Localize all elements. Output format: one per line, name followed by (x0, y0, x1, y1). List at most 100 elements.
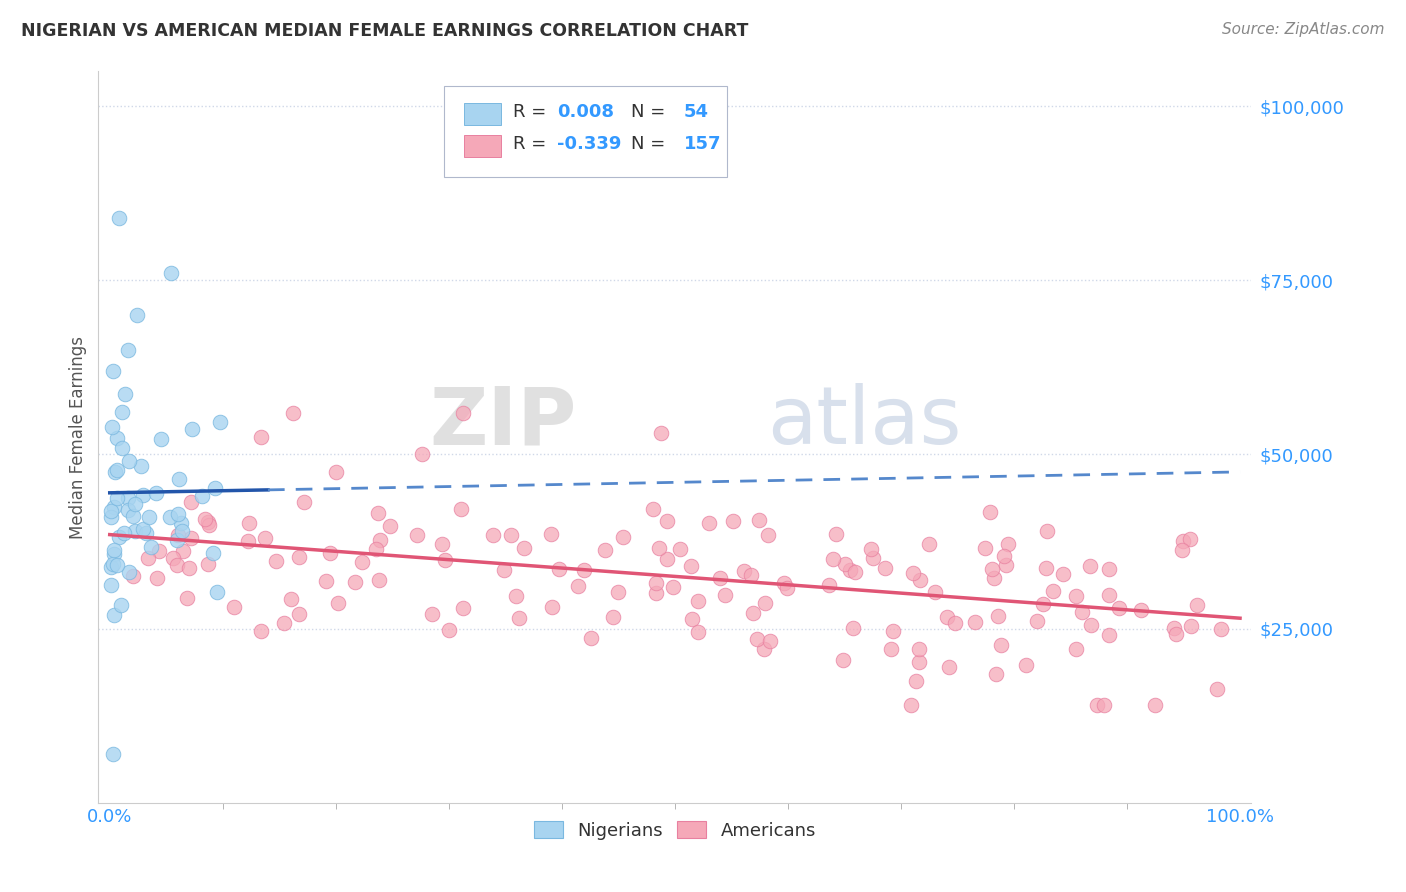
Point (513, 541, 536, 555)
Point (908, 574, 931, 588)
Point (103, 547, 125, 561)
Point (451, 600, 474, 615)
Point (681, 559, 703, 574)
Point (103, 466, 125, 480)
Point (124, 497, 146, 511)
Point (903, 566, 925, 581)
Point (110, 405, 132, 419)
Point (287, 549, 309, 564)
Point (825, 527, 848, 541)
Point (197, 518, 219, 533)
Point (697, 516, 720, 530)
Point (420, 607, 443, 621)
Point (166, 533, 188, 548)
Point (993, 549, 1015, 563)
Point (180, 495, 202, 509)
Point (177, 561, 200, 575)
Point (1042, 583, 1064, 598)
Point (756, 527, 779, 541)
Point (176, 591, 198, 606)
Point (612, 530, 634, 544)
Point (1035, 561, 1057, 575)
Point (207, 585, 229, 599)
Point (1032, 598, 1054, 612)
Point (105, 463, 128, 477)
Point (817, 577, 839, 591)
Point (572, 563, 595, 577)
Point (325, 466, 347, 480)
Point (451, 406, 474, 420)
Point (180, 531, 202, 545)
Point (1026, 614, 1049, 628)
Point (1078, 559, 1101, 574)
Point (117, 503, 139, 517)
Point (160, 266, 183, 280)
Point (283, 406, 305, 420)
Point (1066, 641, 1088, 656)
Point (1178, 533, 1201, 547)
Point (103, 500, 125, 514)
Point (842, 621, 865, 635)
Point (943, 615, 966, 630)
Point (1180, 619, 1202, 633)
Point (101, 419, 124, 434)
Point (411, 447, 433, 461)
Point (108, 530, 131, 544)
Point (505, 589, 527, 603)
Point (100, 578, 122, 592)
Point (437, 623, 460, 637)
Point (662, 580, 685, 594)
Point (368, 573, 391, 587)
Point (567, 579, 589, 593)
Point (117, 343, 139, 357)
Point (606, 584, 628, 599)
Point (1085, 698, 1108, 713)
Point (1071, 605, 1094, 619)
Bar (464, 103, 501, 125)
Point (983, 571, 1005, 585)
Point (105, 431, 128, 445)
Point (1094, 698, 1116, 713)
Point (100, 509, 122, 524)
Point (149, 432, 172, 446)
Point (905, 674, 928, 689)
Text: R =: R = (513, 135, 553, 153)
Point (105, 491, 128, 505)
Point (122, 508, 145, 523)
Point (862, 551, 884, 566)
Point (166, 558, 188, 572)
Point (880, 642, 903, 657)
Point (145, 486, 167, 500)
Point (101, 747, 124, 761)
Point (644, 576, 666, 591)
Point (973, 541, 995, 555)
Point (742, 606, 765, 620)
Point (326, 596, 349, 610)
Point (194, 512, 217, 526)
Point (900, 698, 922, 713)
Point (434, 552, 457, 566)
Point (450, 501, 472, 516)
Point (747, 632, 769, 646)
Point (508, 610, 530, 624)
Point (170, 516, 193, 530)
Point (101, 557, 124, 571)
Point (122, 568, 145, 582)
Point (292, 495, 315, 509)
Point (202, 546, 225, 560)
Point (238, 516, 260, 531)
Point (740, 568, 762, 582)
Text: R =: R = (513, 103, 553, 120)
Point (273, 615, 295, 630)
Point (250, 624, 273, 638)
Point (367, 506, 389, 520)
Point (129, 458, 152, 473)
Text: N =: N = (631, 103, 671, 120)
Point (669, 542, 692, 557)
Point (1108, 600, 1130, 615)
Point (686, 594, 709, 608)
Point (647, 541, 669, 555)
Point (645, 586, 668, 600)
Point (100, 503, 122, 517)
Point (979, 504, 1001, 518)
